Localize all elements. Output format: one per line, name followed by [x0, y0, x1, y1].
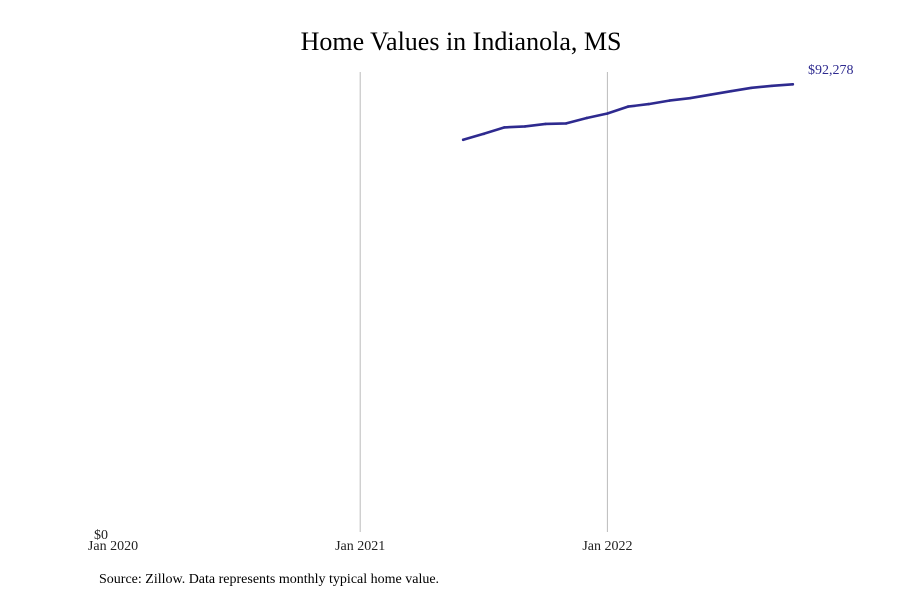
data-point [564, 122, 568, 125]
data-point [544, 122, 547, 126]
data-point [667, 99, 671, 102]
data-point [770, 84, 774, 88]
data-point [482, 132, 486, 136]
series-line-group: $92,278 [461, 63, 854, 142]
data-point [791, 83, 795, 86]
data-point [523, 125, 527, 128]
x-tick-label: Jan 2020 [88, 539, 138, 554]
y-tick-label: $0 [94, 528, 108, 543]
chart-title: Home Values in Indianola, MS [300, 27, 622, 56]
data-point [626, 105, 630, 108]
x-tick-label: Jan 2022 [582, 539, 632, 554]
series-line [461, 83, 795, 142]
data-point [709, 93, 712, 97]
data-point [729, 89, 733, 93]
source-note: Source: Zillow. Data represents monthly … [99, 572, 440, 587]
data-point [647, 102, 650, 106]
data-point [503, 126, 506, 129]
data-point [585, 116, 589, 120]
x-tick-label: Jan 2021 [335, 539, 385, 554]
data-point [750, 86, 753, 90]
gridlines [359, 72, 608, 532]
data-point [606, 112, 609, 115]
end-value-label: $92,278 [808, 63, 854, 78]
data-point [688, 96, 692, 100]
data-point [461, 138, 465, 142]
axis-ticks: Jan 2020 Jan 2021 Jan 2022 $0 [88, 528, 633, 554]
